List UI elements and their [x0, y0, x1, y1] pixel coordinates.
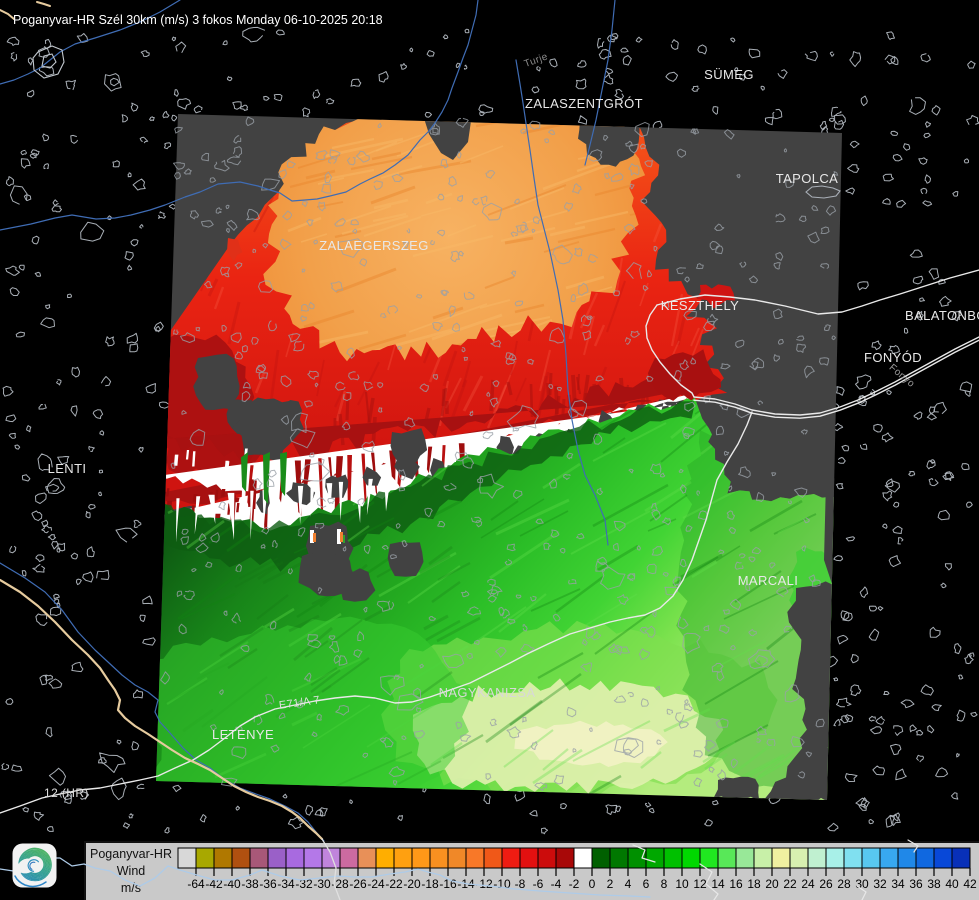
svg-text:24: 24 [801, 877, 815, 891]
svg-text:NAGYKANIZSA: NAGYKANIZSA [439, 685, 536, 700]
svg-text:22: 22 [783, 877, 797, 891]
svg-text:MARCALI: MARCALI [738, 573, 799, 588]
svg-text:TAPOLCA: TAPOLCA [776, 171, 839, 186]
svg-text:KESZTHELY: KESZTHELY [661, 298, 740, 313]
svg-text:-38: -38 [241, 877, 259, 891]
svg-text:8: 8 [661, 877, 668, 891]
svg-text:-40: -40 [223, 877, 241, 891]
svg-text:40: 40 [945, 877, 959, 891]
svg-text:-20: -20 [403, 877, 421, 891]
svg-text:-12: -12 [475, 877, 493, 891]
svg-text:38: 38 [927, 877, 941, 891]
svg-text:-42: -42 [205, 877, 223, 891]
svg-text:12 (HR): 12 (HR) [44, 786, 89, 800]
svg-text:0: 0 [589, 877, 596, 891]
svg-text:-4: -4 [551, 877, 562, 891]
svg-text:10: 10 [675, 877, 689, 891]
svg-text:-10: -10 [493, 877, 511, 891]
svg-text:-18: -18 [421, 877, 439, 891]
svg-text:36: 36 [909, 877, 923, 891]
svg-text:-34: -34 [277, 877, 295, 891]
svg-text:-2: -2 [569, 877, 580, 891]
svg-text:42: 42 [963, 877, 977, 891]
svg-text:14: 14 [711, 877, 725, 891]
svg-text:LENTI: LENTI [48, 461, 87, 476]
svg-text:34: 34 [891, 877, 905, 891]
svg-text:4: 4 [625, 877, 632, 891]
svg-text:SÜMEG: SÜMEG [704, 67, 754, 82]
svg-text:-24: -24 [367, 877, 385, 891]
svg-text:-30: -30 [313, 877, 331, 891]
svg-text:E71/A 7: E71/A 7 [278, 694, 321, 712]
svg-text:-6: -6 [533, 877, 544, 891]
svg-text:6: 6 [643, 877, 650, 891]
svg-text:2: 2 [607, 877, 614, 891]
svg-text:BALATONBOGLÁR: BALATONBOGLÁR [905, 308, 979, 323]
svg-text:26: 26 [819, 877, 833, 891]
svg-text:32: 32 [873, 877, 887, 891]
svg-text:ZALAEGERSZEG: ZALAEGERSZEG [319, 238, 429, 253]
svg-text:LETENYE: LETENYE [212, 727, 274, 742]
svg-text:Wind: Wind [117, 864, 146, 878]
svg-text:Poganyvar-HR Szél 30km (m/s) 3: Poganyvar-HR Szél 30km (m/s) 3 fokos Mon… [13, 13, 383, 27]
svg-text:12: 12 [693, 877, 707, 891]
svg-text:-8: -8 [515, 877, 526, 891]
svg-text:-22: -22 [385, 877, 403, 891]
svg-text:-26: -26 [349, 877, 367, 891]
svg-text:ZALASZENTGRÓT: ZALASZENTGRÓT [525, 96, 643, 111]
svg-text:-36: -36 [259, 877, 277, 891]
svg-text:18: 18 [747, 877, 761, 891]
svg-text:16: 16 [729, 877, 743, 891]
svg-text:Poganyvar-HR: Poganyvar-HR [90, 847, 172, 861]
svg-text:28: 28 [837, 877, 851, 891]
svg-text:-64: -64 [187, 877, 205, 891]
svg-text:FONYÓD: FONYÓD [864, 350, 922, 365]
svg-text:20: 20 [765, 877, 779, 891]
